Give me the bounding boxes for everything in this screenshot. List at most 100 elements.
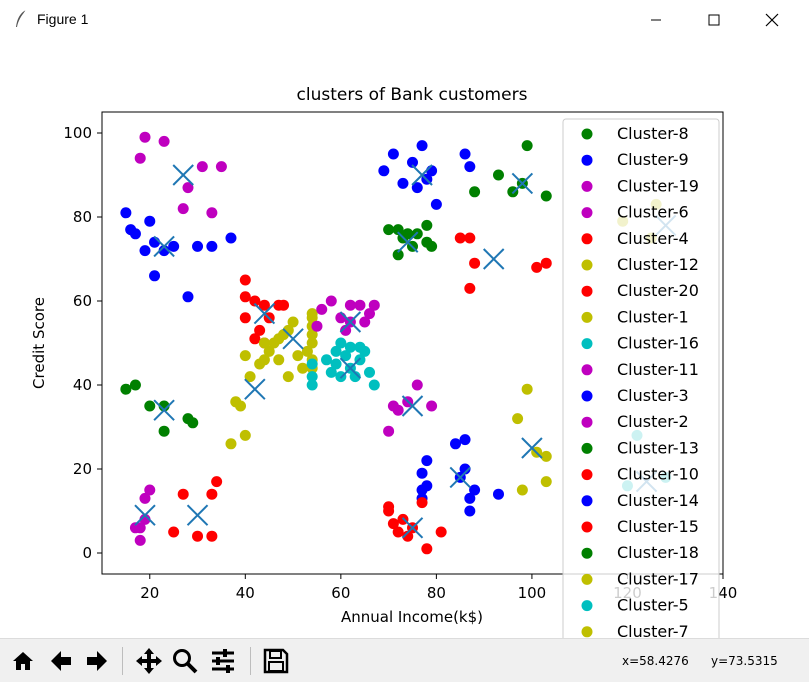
legend-marker — [581, 207, 593, 219]
data-point — [383, 425, 395, 437]
legend-entry: Cluster-10 — [581, 465, 699, 484]
x-axis-label: Annual Income(k$) — [341, 608, 483, 626]
data-point — [287, 316, 299, 328]
data-point — [540, 476, 552, 488]
legend-marker — [581, 233, 593, 245]
data-point — [244, 371, 256, 383]
minimize-button[interactable] — [627, 0, 685, 40]
legend-entry: Cluster-12 — [581, 255, 699, 274]
data-point — [206, 488, 218, 500]
data-point — [239, 429, 251, 441]
data-point — [306, 379, 318, 391]
maximize-button[interactable] — [685, 0, 743, 40]
legend-marker — [581, 442, 593, 454]
data-point — [239, 350, 251, 362]
data-point — [459, 434, 471, 446]
data-point — [416, 467, 428, 479]
data-point — [459, 463, 471, 475]
data-point — [344, 299, 356, 311]
data-point — [387, 148, 399, 160]
data-point — [411, 182, 423, 194]
y-tick-label: 40 — [73, 376, 92, 394]
configure-subplots-button[interactable] — [206, 644, 240, 678]
data-point — [258, 337, 270, 349]
data-point — [273, 354, 285, 366]
x-tick-label: 100 — [518, 584, 547, 602]
arrow-right-icon — [87, 651, 107, 671]
centroid-marker — [153, 399, 175, 421]
data-point — [254, 324, 266, 336]
legend-label: Cluster-12 — [617, 255, 699, 274]
data-point — [177, 203, 189, 215]
data-point — [321, 354, 333, 366]
data-point — [325, 366, 337, 378]
data-point — [177, 488, 189, 500]
zoom-button[interactable] — [168, 644, 202, 678]
centroid-marker — [153, 235, 175, 258]
data-point — [540, 257, 552, 269]
data-point — [335, 337, 347, 349]
data-point — [225, 438, 237, 450]
centroid-marker — [397, 231, 419, 253]
close-button[interactable] — [743, 0, 801, 40]
toolbar-separator — [122, 647, 123, 675]
data-point — [426, 400, 438, 412]
legend-label: Cluster-17 — [617, 569, 699, 588]
data-point — [340, 350, 352, 362]
data-point — [292, 350, 304, 362]
minimize-icon — [651, 19, 661, 21]
centroid-marker — [511, 172, 534, 195]
home-button[interactable] — [6, 644, 40, 678]
legend-marker — [581, 626, 593, 638]
data-point — [149, 236, 161, 248]
data-point — [158, 135, 170, 147]
data-point — [378, 165, 390, 177]
data-point — [225, 232, 237, 244]
data-point — [282, 324, 294, 336]
data-point — [416, 140, 428, 152]
data-point — [192, 240, 204, 252]
centroid-marker — [483, 248, 505, 270]
save-button[interactable] — [259, 644, 293, 678]
legend-label: Cluster-19 — [617, 176, 699, 195]
centroid-marker — [521, 437, 543, 459]
chart-title: clusters of Bank customers — [297, 85, 528, 105]
data-point — [416, 484, 428, 496]
legend-entry: Cluster-3 — [581, 386, 689, 405]
legend-marker — [581, 338, 593, 350]
data-point — [258, 354, 270, 366]
forward-button[interactable] — [80, 644, 114, 678]
data-point — [531, 261, 543, 273]
legend-entry: Cluster-1 — [581, 307, 689, 326]
data-point — [430, 198, 442, 210]
data-point — [521, 140, 533, 152]
legend-marker — [581, 600, 593, 612]
data-point — [421, 455, 433, 467]
legend-marker — [581, 521, 593, 533]
pan-button[interactable] — [132, 644, 166, 678]
y-axis-label: Credit Score — [30, 297, 48, 389]
figure-canvas[interactable]: clusters of Bank customers 2040608010012… — [0, 40, 809, 654]
data-point — [239, 312, 251, 324]
legend-label: Cluster-16 — [617, 334, 699, 353]
data-point — [392, 224, 404, 236]
legend-entry: Cluster-11 — [581, 360, 699, 379]
data-point — [492, 488, 504, 500]
centroid-marker — [282, 328, 304, 350]
data-point — [278, 299, 290, 311]
legend-entry: Cluster-2 — [581, 412, 689, 431]
legend-marker — [581, 259, 593, 271]
data-point — [392, 404, 404, 416]
data-point — [387, 518, 399, 530]
legend-label: Cluster-1 — [617, 307, 689, 326]
data-point — [392, 249, 404, 261]
data-point — [368, 299, 380, 311]
data-point — [354, 341, 366, 353]
data-point — [306, 337, 318, 349]
cursor-x-readout: x=58.4276 — [622, 654, 689, 668]
back-button[interactable] — [44, 644, 78, 678]
toolbar-separator — [250, 647, 251, 675]
sliders-icon — [212, 649, 234, 673]
data-point — [330, 358, 342, 370]
data-point — [540, 190, 552, 202]
